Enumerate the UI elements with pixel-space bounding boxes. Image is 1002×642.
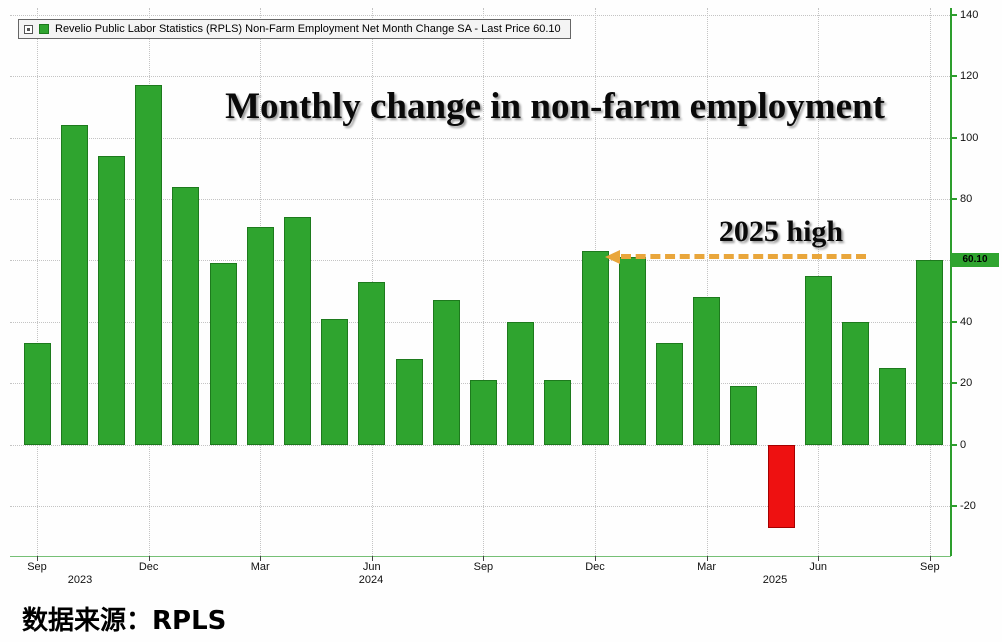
x-tick <box>929 556 931 561</box>
bar-aug-2024 <box>432 300 460 445</box>
bar-feb-2024 <box>209 263 237 445</box>
y-tick <box>952 320 957 323</box>
x-tick <box>37 556 38 561</box>
y-tick-label: 100 <box>960 131 979 144</box>
legend[interactable]: Revelio Public Labor Statistics (RPLS) N… <box>18 19 571 39</box>
x-tick-label: Dec <box>585 561 605 573</box>
x-tick <box>595 556 596 561</box>
x-tick-label: Sep <box>473 561 494 573</box>
bar-apr-2024 <box>283 217 311 445</box>
x-tick-label: Jun <box>362 561 381 573</box>
y-tick <box>952 197 957 200</box>
bar-jan-2025 <box>618 257 646 445</box>
bar-may-2025 <box>767 444 795 528</box>
h-gridline <box>10 506 950 508</box>
h-gridline <box>10 137 950 139</box>
bar-jun-2024 <box>358 281 386 445</box>
y-tick-label: 120 <box>960 70 979 83</box>
y-tick <box>952 382 957 385</box>
legend-label: Revelio Public Labor Statistics (RPLS) N… <box>55 23 561 35</box>
y-tick-label: -20 <box>960 500 976 513</box>
y-tick-label: 40 <box>960 315 973 328</box>
y-tick-label: 80 <box>960 192 973 205</box>
bar-sep-2023 <box>23 343 51 445</box>
h-gridline <box>10 444 950 446</box>
bar-mar-2024 <box>246 226 274 445</box>
bar-jul-2024 <box>395 358 423 445</box>
y-tick <box>952 505 957 508</box>
bar-jun-2025 <box>804 275 832 445</box>
y-tick <box>952 13 957 16</box>
chart-title: Monthly change in non-farm employment <box>225 86 885 127</box>
bar-oct-2023 <box>60 125 88 445</box>
bar-nov-2023 <box>97 155 125 445</box>
bar-dec-2024 <box>581 251 609 445</box>
y-tick-label: 140 <box>960 8 979 21</box>
h-gridline <box>10 198 950 200</box>
bar-aug-2025 <box>879 367 907 445</box>
y-tick <box>952 443 957 446</box>
h-gridline <box>10 321 950 323</box>
x-tick-label: Sep <box>920 561 940 573</box>
bar-oct-2024 <box>507 321 535 445</box>
x-tick-label: Mar <box>697 561 717 573</box>
x-tick <box>371 556 373 561</box>
x-year-label: 2025 <box>762 574 788 586</box>
source-text: 数据来源：RPLS <box>22 606 227 636</box>
bar-mar-2025 <box>693 297 721 445</box>
legend-expander-icon[interactable] <box>24 24 33 34</box>
v-gridline <box>37 8 38 556</box>
y-tick-label: 0 <box>960 438 967 451</box>
x-year-label: 2023 <box>67 574 93 586</box>
bar-jan-2024 <box>172 186 200 445</box>
bar-feb-2025 <box>655 343 683 445</box>
h-gridline <box>10 14 950 16</box>
x-tick-label: Dec <box>138 561 159 573</box>
last-price-badge: 60.10 <box>951 253 999 268</box>
x-tick <box>818 556 820 561</box>
bar-may-2024 <box>321 318 349 445</box>
v-gridline <box>483 8 485 556</box>
v-gridline <box>706 8 708 556</box>
annotation-arrow <box>621 254 866 259</box>
bar-sep-2024 <box>469 380 497 445</box>
x-tick-label: Mar <box>250 561 270 573</box>
h-gridline <box>10 260 950 262</box>
y-axis-line <box>950 8 952 556</box>
bar-jul-2025 <box>841 321 869 445</box>
x-tick <box>148 556 150 561</box>
x-tick-label: Jun <box>809 561 828 573</box>
bar-nov-2024 <box>544 380 572 445</box>
bar-dec-2023 <box>135 85 163 445</box>
x-axis-line <box>10 556 951 557</box>
y-tick <box>952 75 957 78</box>
h-gridline <box>10 76 950 78</box>
bar-apr-2025 <box>730 386 758 445</box>
x-tick <box>260 556 262 561</box>
x-year-label: 2024 <box>358 574 384 586</box>
legend-series-marker-icon <box>39 24 49 34</box>
annotation-arrowhead-icon <box>605 250 620 264</box>
annotation-2025-high: 2025 high <box>718 215 844 248</box>
plot-area <box>10 8 950 556</box>
y-tick-label: 20 <box>960 377 973 390</box>
y-tick <box>952 136 957 139</box>
x-tick <box>706 556 708 561</box>
x-tick-label: Sep <box>27 561 47 573</box>
bar-sep-2025 <box>916 260 944 445</box>
x-tick <box>483 556 485 561</box>
